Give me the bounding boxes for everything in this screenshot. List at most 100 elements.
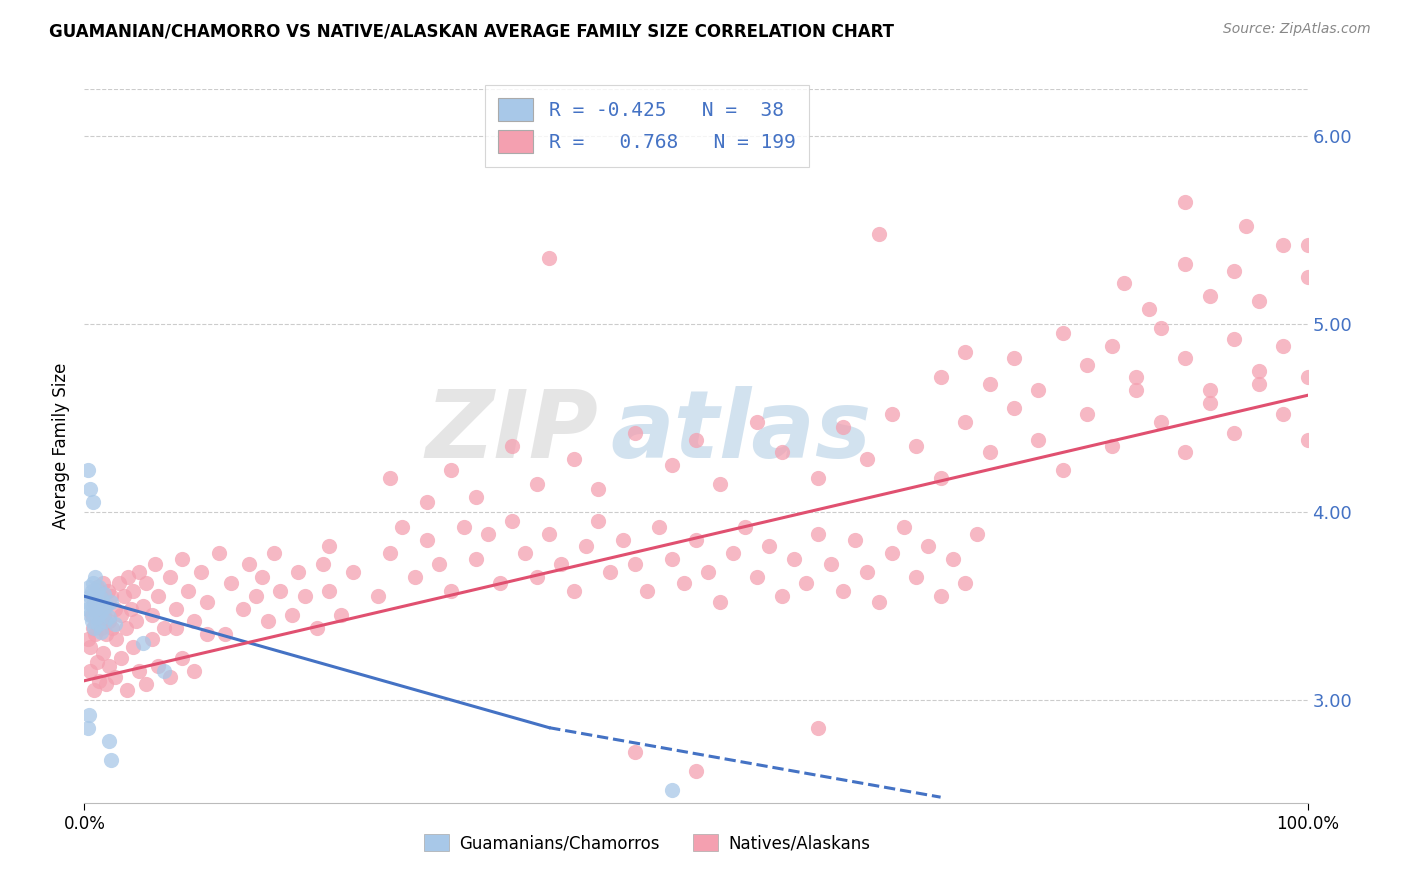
Point xyxy=(183,614,205,628)
Point xyxy=(257,614,280,628)
Point xyxy=(1076,407,1098,421)
Point xyxy=(87,617,110,632)
Point xyxy=(1223,425,1246,440)
Point xyxy=(87,580,110,594)
Point xyxy=(1247,294,1270,309)
Point xyxy=(1028,383,1050,397)
Point xyxy=(195,627,218,641)
Point xyxy=(979,377,1001,392)
Point xyxy=(177,583,200,598)
Point xyxy=(269,583,291,598)
Y-axis label: Average Family Size: Average Family Size xyxy=(52,363,70,529)
Point xyxy=(1198,289,1220,303)
Point xyxy=(586,482,609,496)
Point xyxy=(1272,238,1295,252)
Point xyxy=(624,745,647,759)
Point xyxy=(94,614,117,628)
Point xyxy=(953,415,976,429)
Point xyxy=(636,583,658,598)
Point xyxy=(917,539,939,553)
Point xyxy=(87,614,110,628)
Point xyxy=(80,614,103,628)
Point xyxy=(97,614,120,628)
Point xyxy=(880,546,903,560)
Point xyxy=(287,565,309,579)
Point xyxy=(112,589,135,603)
Point xyxy=(172,551,194,566)
Point xyxy=(709,476,731,491)
Point xyxy=(77,463,100,477)
Point xyxy=(77,632,100,647)
Point xyxy=(125,614,148,628)
Point xyxy=(1028,434,1050,448)
Point xyxy=(84,570,107,584)
Point xyxy=(807,471,830,485)
Point xyxy=(93,587,115,601)
Point xyxy=(122,583,145,598)
Point xyxy=(648,520,671,534)
Point xyxy=(758,539,780,553)
Point xyxy=(550,558,572,572)
Point xyxy=(1198,383,1220,397)
Point xyxy=(87,673,110,688)
Point xyxy=(97,610,120,624)
Point xyxy=(831,583,853,598)
Point xyxy=(141,607,163,622)
Point xyxy=(1101,339,1123,353)
Point xyxy=(1296,238,1319,252)
Point xyxy=(232,602,254,616)
Point xyxy=(330,607,353,622)
Point xyxy=(128,665,150,679)
Point xyxy=(770,444,793,458)
Point xyxy=(747,415,769,429)
Text: ZIP: ZIP xyxy=(425,385,598,478)
Point xyxy=(79,640,101,654)
Point xyxy=(238,558,260,572)
Point xyxy=(195,595,218,609)
Point xyxy=(86,610,108,624)
Point xyxy=(132,636,155,650)
Point xyxy=(281,607,304,622)
Point xyxy=(416,533,439,547)
Point xyxy=(929,471,952,485)
Point xyxy=(526,570,548,584)
Point xyxy=(905,570,928,584)
Point xyxy=(82,599,104,613)
Point xyxy=(80,607,103,622)
Point xyxy=(93,607,115,622)
Point xyxy=(250,570,273,584)
Point xyxy=(929,369,952,384)
Point xyxy=(86,655,108,669)
Point xyxy=(1101,439,1123,453)
Point xyxy=(90,591,112,606)
Point xyxy=(905,439,928,453)
Point xyxy=(697,565,720,579)
Point xyxy=(367,589,389,603)
Point xyxy=(82,495,104,509)
Point xyxy=(97,583,120,598)
Point xyxy=(1137,301,1160,316)
Point xyxy=(318,539,340,553)
Point xyxy=(1247,377,1270,392)
Point xyxy=(104,602,127,616)
Point xyxy=(1076,358,1098,372)
Point xyxy=(83,683,105,698)
Point xyxy=(709,595,731,609)
Point xyxy=(1272,339,1295,353)
Point xyxy=(1236,219,1258,234)
Point xyxy=(1052,326,1074,341)
Point xyxy=(83,589,105,603)
Point xyxy=(83,595,105,609)
Point xyxy=(80,583,103,598)
Point xyxy=(91,576,114,591)
Point xyxy=(90,621,112,635)
Point xyxy=(1150,320,1173,334)
Legend: Guamanians/Chamorros, Natives/Alaskans: Guamanians/Chamorros, Natives/Alaskans xyxy=(418,827,876,859)
Point xyxy=(661,551,683,566)
Point xyxy=(97,658,120,673)
Point xyxy=(404,570,426,584)
Point xyxy=(513,546,536,560)
Point xyxy=(135,576,157,591)
Point xyxy=(128,565,150,579)
Point xyxy=(586,514,609,528)
